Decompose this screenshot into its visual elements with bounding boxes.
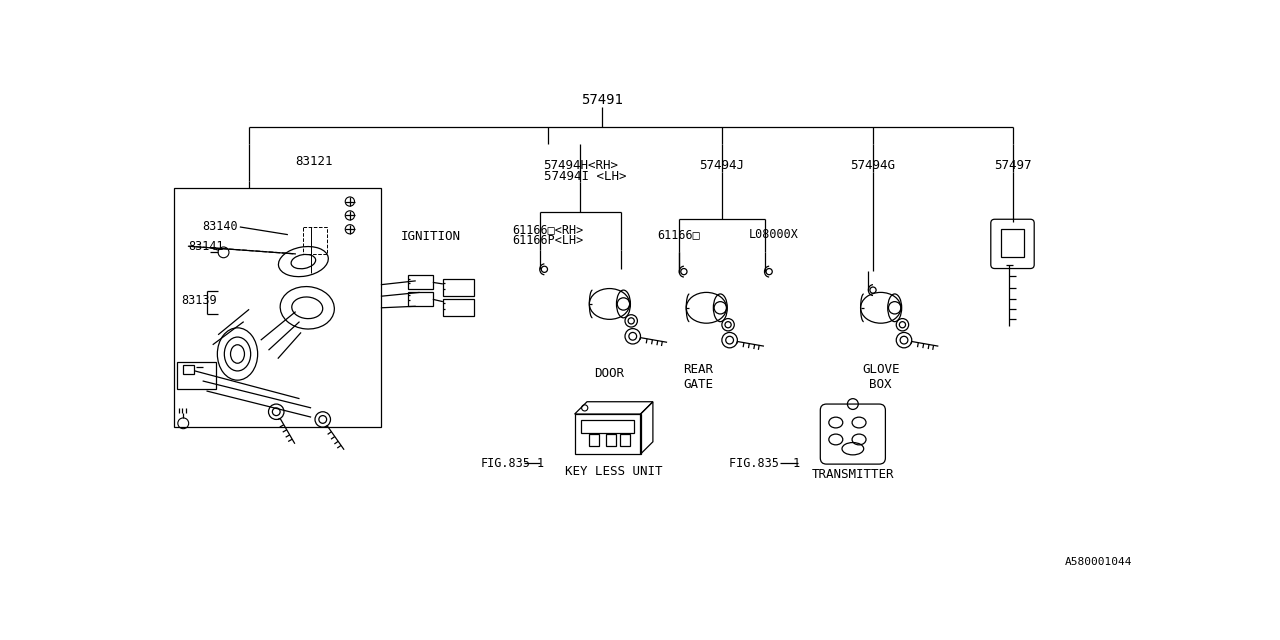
Bar (408, 275, 433, 289)
Bar (575, 414, 640, 454)
Text: 57494H<RH>: 57494H<RH> (544, 159, 618, 172)
Bar (620, 434, 631, 445)
Text: 57494I <LH>: 57494I <LH> (544, 170, 626, 182)
Text: IGNITION: IGNITION (401, 230, 461, 243)
Bar (589, 434, 599, 445)
Text: REAR
GATE: REAR GATE (684, 363, 714, 391)
Text: 57491: 57491 (581, 93, 622, 107)
Bar (443, 279, 474, 296)
Bar (408, 292, 433, 307)
Text: 57497: 57497 (993, 159, 1032, 172)
Text: 83139: 83139 (182, 294, 218, 307)
Bar (183, 365, 195, 374)
Bar (605, 434, 617, 445)
Text: A580001044: A580001044 (1065, 557, 1133, 567)
Bar (443, 300, 474, 316)
Bar (174, 188, 381, 427)
Text: TRANSMITTER: TRANSMITTER (812, 468, 895, 481)
Text: 61166P<LH>: 61166P<LH> (512, 234, 584, 246)
Bar (1001, 229, 1024, 257)
Text: KEY LESS UNIT: KEY LESS UNIT (564, 465, 662, 477)
Text: FIG.835-1: FIG.835-1 (480, 457, 545, 470)
Text: 83141: 83141 (188, 240, 224, 253)
Text: 57494J: 57494J (699, 159, 745, 172)
Text: 83121: 83121 (296, 155, 333, 168)
Text: 83140: 83140 (202, 220, 238, 234)
Text: 61166□: 61166□ (658, 228, 700, 241)
Bar (581, 420, 635, 433)
Text: 57494G: 57494G (850, 159, 896, 172)
Text: DOOR: DOOR (594, 367, 625, 380)
Bar (177, 362, 216, 388)
Text: 61166□<RH>: 61166□<RH> (512, 223, 584, 236)
Text: GLOVE
BOX: GLOVE BOX (861, 363, 900, 391)
Text: FIG.835 -1: FIG.835 -1 (728, 457, 800, 470)
Text: L08000X: L08000X (749, 228, 799, 241)
